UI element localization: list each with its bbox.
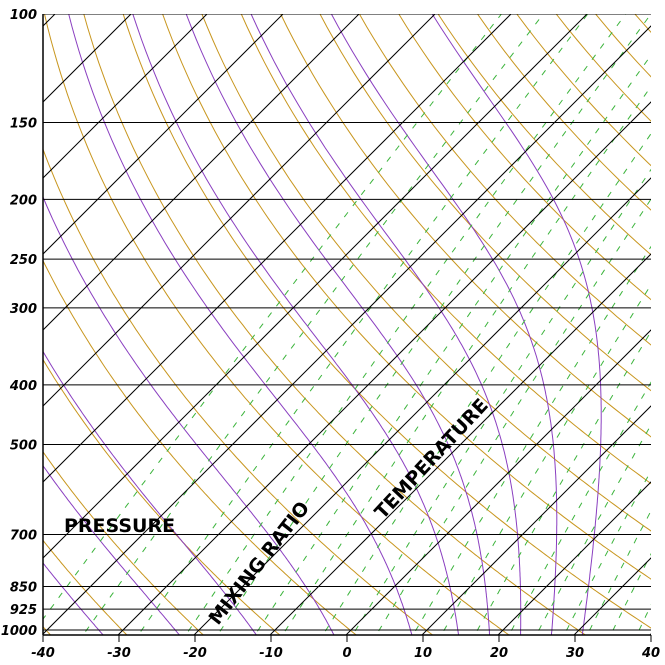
temperature-tick-label: 40 (641, 646, 660, 661)
isotherm (43, 14, 284, 255)
dry-adiabat (43, 14, 510, 635)
isotherm (43, 14, 132, 103)
dry-adiabat (43, 451, 205, 635)
dry-adiabat (43, 147, 434, 635)
temperature-tick-label: -20 (183, 646, 207, 661)
moist-adiabat (330, 14, 558, 635)
mixing-ratio-line (352, 168, 651, 635)
dry-adiabat (43, 539, 128, 635)
moist-adiabat (250, 14, 522, 635)
temperature-tick-label: -10 (259, 646, 283, 661)
isotherm (43, 25, 651, 635)
pressure-tick-label: 925 (10, 603, 37, 618)
pressure-tick-label: 1000 (1, 624, 37, 639)
temperature-tick-label: 20 (490, 646, 508, 661)
mixing-ratio-line (474, 330, 651, 635)
pressure-tick-label: 850 (10, 580, 37, 595)
pressure-tick-label: 400 (9, 379, 37, 394)
mixing-ratio-line (440, 283, 651, 635)
temperature-tick-label: -40 (31, 646, 55, 661)
dry-adiabat (122, 14, 651, 629)
temperature-tick-label: 30 (566, 646, 584, 661)
isotherm (193, 177, 651, 635)
mixing-ratio-line (254, 54, 651, 635)
mixing-ratio-line (610, 552, 651, 635)
dry-adiabat (319, 14, 651, 392)
dry-adiabat (358, 14, 651, 346)
temperature-tick-label: 0 (342, 646, 351, 661)
moist-adiabat (68, 14, 413, 635)
dry-adiabat (280, 14, 651, 438)
mixing-ratio-line (282, 85, 651, 635)
isotherm (43, 14, 360, 331)
isotherm (43, 14, 512, 483)
dry-adiabat (162, 14, 651, 580)
pressure-tick-label: 250 (10, 253, 37, 268)
mixing-ratio-line (43, 14, 502, 621)
dry-adiabat (555, 14, 651, 122)
pressure-tick-label: 500 (10, 439, 37, 454)
temperature-tick-label: 10 (414, 646, 432, 661)
dry-adiabat (398, 14, 651, 301)
pressure-tick-labels: 100 150 200 250 300 400 500 700 850 925 1000 (1, 8, 37, 639)
dry-adiabat (240, 14, 651, 485)
dry-adiabat (43, 625, 52, 635)
plot-area (43, 14, 651, 635)
moist-adiabat (431, 14, 602, 635)
pressure-tick-label: 700 (10, 529, 37, 544)
pressure-tick-label: 150 (10, 116, 37, 131)
temperature-tick-label: -30 (107, 646, 131, 661)
mixing-ratio-line (535, 423, 651, 635)
moist-adiabat (185, 14, 491, 635)
pressure-annotation: PRESSURE (64, 515, 175, 537)
isotherm (649, 633, 651, 635)
moist-adiabat (43, 195, 335, 635)
pressure-tick-label: 100 (10, 8, 37, 23)
isotherm (345, 329, 651, 635)
isotherm (421, 405, 651, 635)
mixing-ratio-line (508, 381, 651, 635)
temperature-tick-labels: -40 -30 -20 -10 0 10 20 30 40 (31, 635, 660, 661)
temperature-annotation: TEMPERATURE (371, 395, 493, 524)
moist-adiabat (43, 562, 104, 635)
mixing-ratio-line (563, 469, 651, 635)
pressure-tick-label: 300 (10, 302, 37, 317)
isotherm (43, 14, 56, 27)
mixing-ratio-line (185, 14, 627, 635)
mixing-ratio-line (137, 14, 589, 635)
isotherm (117, 101, 651, 635)
isotherm (269, 253, 651, 635)
dry-adiabat (43, 358, 281, 635)
dry-adiabat (594, 14, 651, 78)
moist-adiabat (43, 464, 181, 635)
pressure-tick-label: 200 (10, 193, 37, 208)
isotherm (497, 481, 651, 635)
isotherm (43, 14, 588, 559)
isotherm (43, 14, 436, 407)
mixing-ratio-line (82, 14, 544, 635)
dry-adiabat (634, 14, 651, 33)
isotherm (43, 14, 208, 179)
dry-adiabat (83, 14, 587, 635)
dry-adiabat (201, 14, 651, 532)
